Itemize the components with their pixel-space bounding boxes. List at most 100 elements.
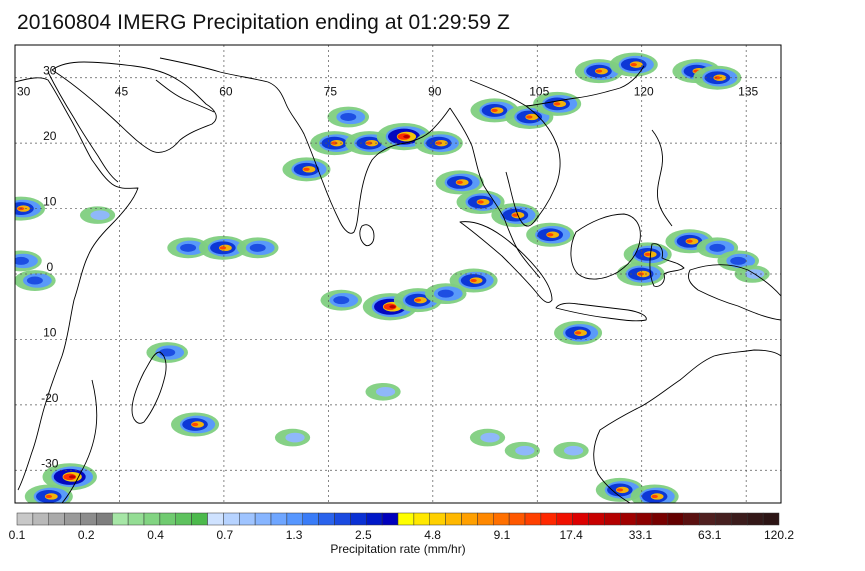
colorbar-tick-label: 0.7 bbox=[216, 528, 233, 542]
colorbar-swatch bbox=[588, 512, 605, 526]
precip-cell bbox=[79, 206, 116, 224]
lat-tick-label: 10 bbox=[43, 195, 57, 209]
precip-cell bbox=[365, 382, 401, 401]
precip-contour bbox=[526, 115, 533, 119]
colorbar-swatch bbox=[159, 512, 176, 526]
colorbar-tick-label: 4.8 bbox=[424, 528, 441, 542]
lat-tick-label: 0 bbox=[46, 260, 53, 274]
colorbar-swatches bbox=[16, 512, 780, 526]
coastline-mozambique bbox=[61, 379, 98, 503]
precip-cell bbox=[198, 235, 247, 260]
colorbar-swatch bbox=[524, 512, 542, 526]
lat-tick-label: -30 bbox=[41, 456, 59, 470]
precip-contour bbox=[709, 243, 726, 252]
colorbar-tick-label: 0.2 bbox=[78, 528, 95, 542]
lat-tick-label: 10 bbox=[43, 325, 57, 339]
coastline-new-guinea bbox=[687, 264, 781, 321]
colorbar-swatch bbox=[429, 512, 446, 526]
precip-cell bbox=[449, 268, 498, 293]
colorbar-swatch bbox=[651, 512, 669, 526]
precip-contour bbox=[651, 494, 658, 499]
coastline-bay-of-bengal-east bbox=[449, 107, 541, 279]
precip-contour bbox=[515, 445, 535, 456]
precip-contour bbox=[331, 141, 338, 145]
precip-contour bbox=[435, 141, 442, 145]
lon-tick-label: 90 bbox=[428, 85, 442, 99]
precip-cell bbox=[554, 320, 603, 345]
precip-contour bbox=[219, 246, 227, 250]
colorbar-tick-label: 1.3 bbox=[286, 528, 303, 542]
colorbar-swatch bbox=[16, 512, 34, 526]
coastline-australia bbox=[593, 349, 781, 503]
colorbar-tick-label: 0.1 bbox=[9, 528, 26, 542]
lon-tick-label: 60 bbox=[219, 85, 233, 99]
precip-cell bbox=[146, 342, 188, 363]
colorbar: 0.1 0.2 0.4 0.7 1.3 2.5 4.8 9.1 17.4 33.1 63.1 120.… bbox=[9, 512, 795, 556]
precip-contour bbox=[563, 445, 584, 456]
precip-contour bbox=[90, 210, 110, 220]
precip-contour bbox=[553, 102, 561, 106]
precip-cell bbox=[414, 131, 463, 156]
lat-tick-label: 20 bbox=[43, 129, 57, 143]
precip-cell bbox=[167, 237, 209, 259]
map-title: 20160804 IMERG Precipitation ending at 0… bbox=[17, 11, 510, 34]
coastline-madagascar bbox=[131, 351, 167, 424]
colorbar-tick-label: 0.4 bbox=[147, 528, 164, 542]
colorbar-swatch bbox=[80, 512, 97, 526]
lon-tick-label: 30 bbox=[17, 85, 31, 99]
colorbar-swatch bbox=[381, 512, 399, 526]
precip-contour bbox=[303, 167, 310, 171]
colorbar-swatch bbox=[254, 512, 272, 526]
precip-contour bbox=[512, 213, 519, 217]
precip-cell bbox=[623, 242, 672, 267]
precip-contour bbox=[403, 135, 410, 139]
colorbar-swatch bbox=[556, 512, 573, 526]
colorbar-swatch bbox=[604, 512, 621, 526]
precip-cell bbox=[282, 157, 331, 182]
precip-contour bbox=[15, 256, 29, 265]
colorbar-tick-label: 17.4 bbox=[560, 528, 584, 542]
precip-cell bbox=[553, 441, 589, 460]
lon-tick-label: 75 bbox=[324, 85, 338, 99]
colorbar-swatch bbox=[112, 512, 129, 526]
coastline-philippines bbox=[651, 129, 673, 227]
precip-cell bbox=[15, 270, 56, 291]
colorbar-swatch bbox=[461, 512, 478, 526]
precip-contour bbox=[477, 200, 484, 204]
colorbar-swatch bbox=[239, 512, 256, 526]
coastline-sulawesi bbox=[649, 243, 685, 287]
precip-cell bbox=[504, 441, 540, 460]
coastline-persian-gulf bbox=[155, 79, 215, 113]
precip-contour bbox=[437, 289, 454, 298]
colorbar-swatch bbox=[477, 512, 494, 526]
colorbar-swatch bbox=[413, 512, 430, 526]
tick-labels: 30 45 60 75 90 105 120 135 30 20 10 0 10 -20 -30 bbox=[17, 64, 759, 471]
coastline-india bbox=[285, 103, 451, 234]
precip-contour bbox=[644, 252, 651, 256]
precip-cell bbox=[15, 250, 42, 272]
precip-contour bbox=[375, 386, 396, 397]
precip-cell bbox=[171, 412, 220, 437]
colorbar-swatch bbox=[747, 512, 764, 526]
colorbar-swatch bbox=[191, 512, 208, 526]
lon-tick-label: 105 bbox=[529, 85, 549, 99]
precip-cell bbox=[15, 196, 45, 221]
precip-contour bbox=[365, 141, 373, 145]
precip-contour bbox=[26, 276, 43, 285]
coastline-sumatra bbox=[459, 221, 553, 303]
colorbar-swatch bbox=[223, 512, 240, 526]
colorbar-labels: 0.1 0.2 0.4 0.7 1.3 2.5 4.8 9.1 17.4 33.1 63.1 120.… bbox=[9, 528, 795, 542]
precip-contour bbox=[69, 475, 76, 479]
coastline-china-south bbox=[525, 65, 645, 107]
coastline-arabia bbox=[51, 61, 217, 153]
colorbar-swatch bbox=[175, 512, 192, 526]
precip-contour bbox=[574, 331, 582, 335]
precip-contour bbox=[249, 243, 266, 252]
precip-cell bbox=[274, 428, 311, 447]
coastline-africa-east bbox=[15, 77, 139, 491]
colorbar-swatch bbox=[540, 512, 557, 526]
colorbar-tick-label: 9.1 bbox=[494, 528, 511, 542]
colorbar-swatch bbox=[270, 512, 288, 526]
colorbar-swatch bbox=[143, 512, 161, 526]
colorbar-swatch bbox=[683, 512, 700, 526]
